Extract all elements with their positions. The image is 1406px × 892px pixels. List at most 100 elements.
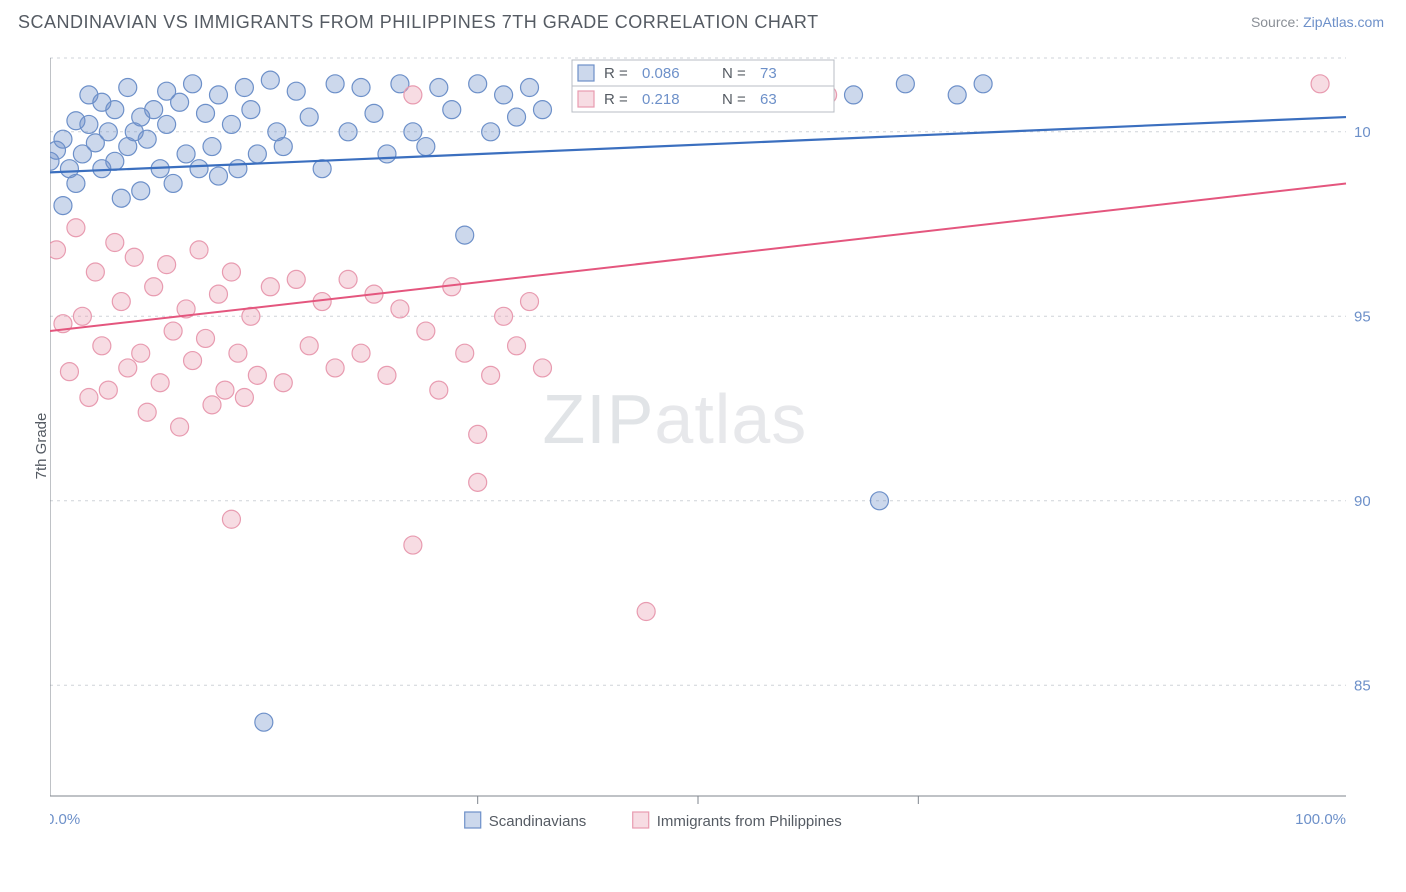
data-point-scandinavians [158, 115, 176, 133]
data-point-philippines [67, 219, 85, 237]
data-point-philippines [456, 344, 474, 362]
data-point-scandinavians [248, 145, 266, 163]
data-point-scandinavians [229, 160, 247, 178]
data-point-philippines [112, 293, 130, 311]
data-point-philippines [222, 510, 240, 528]
data-point-scandinavians [145, 101, 163, 119]
data-point-scandinavians [456, 226, 474, 244]
data-point-scandinavians [339, 123, 357, 141]
data-point-philippines [60, 363, 78, 381]
data-point-scandinavians [171, 93, 189, 111]
data-point-philippines [86, 263, 104, 281]
x-max-label: 100.0% [1295, 811, 1346, 828]
y-tick-label: 90.0% [1354, 493, 1370, 510]
y-tick-label: 95.0% [1354, 308, 1370, 325]
data-point-scandinavians [417, 138, 435, 156]
data-point-scandinavians [287, 82, 305, 100]
data-point-scandinavians [67, 174, 85, 192]
data-point-scandinavians [54, 197, 72, 215]
stats-r-value: 0.086 [642, 65, 680, 82]
chart-container: SCANDINAVIAN VS IMMIGRANTS FROM PHILIPPI… [0, 0, 1406, 892]
stats-r-label: R = [604, 65, 628, 82]
data-point-philippines [132, 344, 150, 362]
data-point-scandinavians [184, 75, 202, 93]
data-point-scandinavians [209, 86, 227, 104]
trend-line-philippines [50, 183, 1346, 331]
data-point-philippines [158, 256, 176, 274]
data-point-scandinavians [99, 123, 117, 141]
data-point-philippines [1311, 75, 1329, 93]
data-point-scandinavians [870, 492, 888, 510]
stats-swatch-scandinavians [578, 65, 594, 81]
data-point-philippines [99, 381, 117, 399]
data-point-philippines [145, 278, 163, 296]
stats-r-label: R = [604, 91, 628, 108]
data-point-philippines [533, 359, 551, 377]
legend-swatch-philippines [633, 812, 649, 828]
chart-title: SCANDINAVIAN VS IMMIGRANTS FROM PHILIPPI… [18, 12, 819, 33]
data-point-scandinavians [404, 123, 422, 141]
data-point-philippines [184, 352, 202, 370]
data-point-scandinavians [443, 101, 461, 119]
data-point-philippines [125, 248, 143, 266]
data-point-scandinavians [274, 138, 292, 156]
data-point-scandinavians [469, 75, 487, 93]
data-point-philippines [637, 603, 655, 621]
y-tick-label: 100.0% [1354, 124, 1370, 141]
data-point-scandinavians [119, 79, 137, 97]
data-point-philippines [242, 307, 260, 325]
stats-r-value: 0.218 [642, 91, 680, 108]
legend-label-philippines: Immigrants from Philippines [657, 813, 842, 830]
source-link[interactable]: ZipAtlas.com [1303, 14, 1384, 30]
data-point-philippines [404, 86, 422, 104]
data-point-scandinavians [845, 86, 863, 104]
data-point-scandinavians [533, 101, 551, 119]
data-point-scandinavians [521, 79, 539, 97]
data-point-scandinavians [242, 101, 260, 119]
data-point-philippines [508, 337, 526, 355]
data-point-philippines [287, 270, 305, 288]
data-point-philippines [482, 366, 500, 384]
data-point-scandinavians [974, 75, 992, 93]
data-point-philippines [352, 344, 370, 362]
data-point-philippines [50, 241, 65, 259]
data-point-philippines [222, 263, 240, 281]
data-point-philippines [430, 381, 448, 399]
data-point-scandinavians [132, 182, 150, 200]
data-point-philippines [73, 307, 91, 325]
data-point-philippines [339, 270, 357, 288]
chart-svg: 100.0%95.0%90.0%85.0%0.0%100.0%R =0.086N… [50, 48, 1370, 868]
data-point-philippines [261, 278, 279, 296]
data-point-philippines [229, 344, 247, 362]
data-point-scandinavians [235, 79, 253, 97]
data-point-scandinavians [326, 75, 344, 93]
data-point-scandinavians [255, 713, 273, 731]
data-point-scandinavians [365, 104, 383, 122]
legend-label-scandinavians: Scandinavians [489, 813, 587, 830]
data-point-philippines [391, 300, 409, 318]
data-point-philippines [93, 337, 111, 355]
data-point-scandinavians [177, 145, 195, 163]
data-point-philippines [300, 337, 318, 355]
data-point-philippines [151, 374, 169, 392]
y-tick-label: 85.0% [1354, 677, 1370, 694]
source-attribution: Source: ZipAtlas.com [1251, 14, 1384, 30]
data-point-philippines [235, 388, 253, 406]
data-point-philippines [190, 241, 208, 259]
data-point-philippines [274, 374, 292, 392]
data-point-scandinavians [948, 86, 966, 104]
data-point-philippines [469, 473, 487, 491]
data-point-scandinavians [106, 152, 124, 170]
stats-n-label: N = [722, 65, 746, 82]
data-point-philippines [203, 396, 221, 414]
legend-swatch-scandinavians [465, 812, 481, 828]
stats-n-value: 63 [760, 91, 777, 108]
data-point-philippines [138, 403, 156, 421]
data-point-scandinavians [203, 138, 221, 156]
chart-frame: 100.0%95.0%90.0%85.0%0.0%100.0%R =0.086N… [50, 48, 1370, 836]
data-point-scandinavians [896, 75, 914, 93]
data-point-philippines [209, 285, 227, 303]
data-point-scandinavians [261, 71, 279, 89]
data-point-scandinavians [190, 160, 208, 178]
stats-swatch-philippines [578, 91, 594, 107]
